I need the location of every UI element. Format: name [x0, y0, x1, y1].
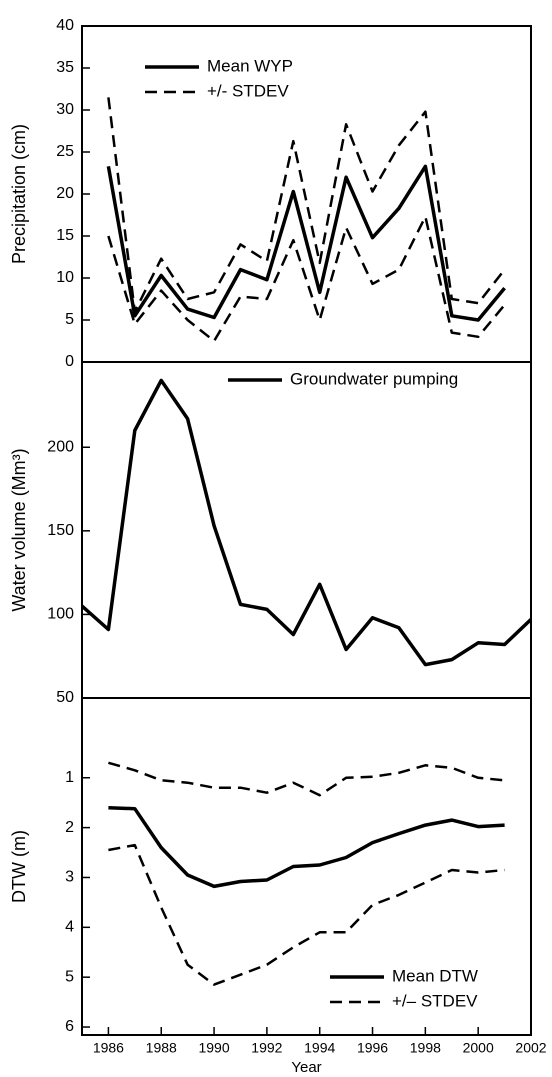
y-tick-label: 20	[56, 185, 74, 202]
y-tick-label: 200	[47, 438, 74, 455]
y-tick-label: 15	[56, 227, 74, 244]
x-tick-label: 1986	[93, 1040, 124, 1056]
y-axis-label: Water volume (Mm³)	[9, 448, 29, 611]
plot-frame	[81, 697, 532, 1036]
y-tick-label: 0	[65, 353, 74, 370]
x-tick-label: 1996	[357, 1040, 388, 1056]
legend-label: Mean WYP	[207, 56, 293, 75]
y-axis-label: Precipitation (cm)	[9, 124, 29, 264]
y-tick-label: 30	[56, 101, 74, 118]
y-tick-label: 40	[56, 17, 74, 34]
data-line	[108, 805, 505, 889]
data-line	[108, 761, 505, 797]
legend-label: +/– STDEV	[392, 991, 478, 1010]
y-tick-label: 50	[56, 689, 74, 706]
legend-label: +/- STDEV	[207, 81, 289, 100]
y-tick-label: 6	[65, 1018, 74, 1035]
legend-label: Groundwater pumping	[290, 369, 458, 388]
y-tick-label: 100	[47, 606, 74, 623]
y-tick-label: 150	[47, 522, 74, 539]
x-tick-label: 1992	[251, 1040, 282, 1056]
y-tick-label: 5	[65, 968, 74, 985]
y-tick-label: 2	[65, 819, 74, 836]
y-tick-label: 10	[56, 269, 74, 286]
x-tick-label: 2002	[515, 1040, 546, 1056]
x-axis-label: Year	[291, 1059, 321, 1076]
y-tick-label: 5	[65, 311, 74, 328]
y-tick-label: 3	[65, 869, 74, 886]
plot-frame	[81, 25, 532, 363]
data-line	[108, 843, 505, 986]
y-tick-label: 25	[56, 143, 74, 160]
x-tick-label: 1990	[198, 1040, 229, 1056]
y-tick-label: 35	[56, 59, 74, 76]
y-tick-label: 1	[65, 769, 74, 786]
plot-frame	[81, 361, 532, 699]
x-tick-label: 1998	[410, 1040, 441, 1056]
x-tick-label: 1994	[304, 1040, 335, 1056]
x-tick-label: 1988	[146, 1040, 177, 1056]
data-line	[107, 97, 506, 313]
y-tick-label: 4	[65, 919, 74, 936]
x-tick-label: 2000	[463, 1040, 494, 1056]
data-line	[80, 378, 533, 667]
y-axis-label: DTW (m)	[9, 830, 29, 903]
legend-label: Mean DTW	[392, 966, 478, 985]
data-line	[106, 164, 506, 322]
data-line	[107, 215, 506, 343]
